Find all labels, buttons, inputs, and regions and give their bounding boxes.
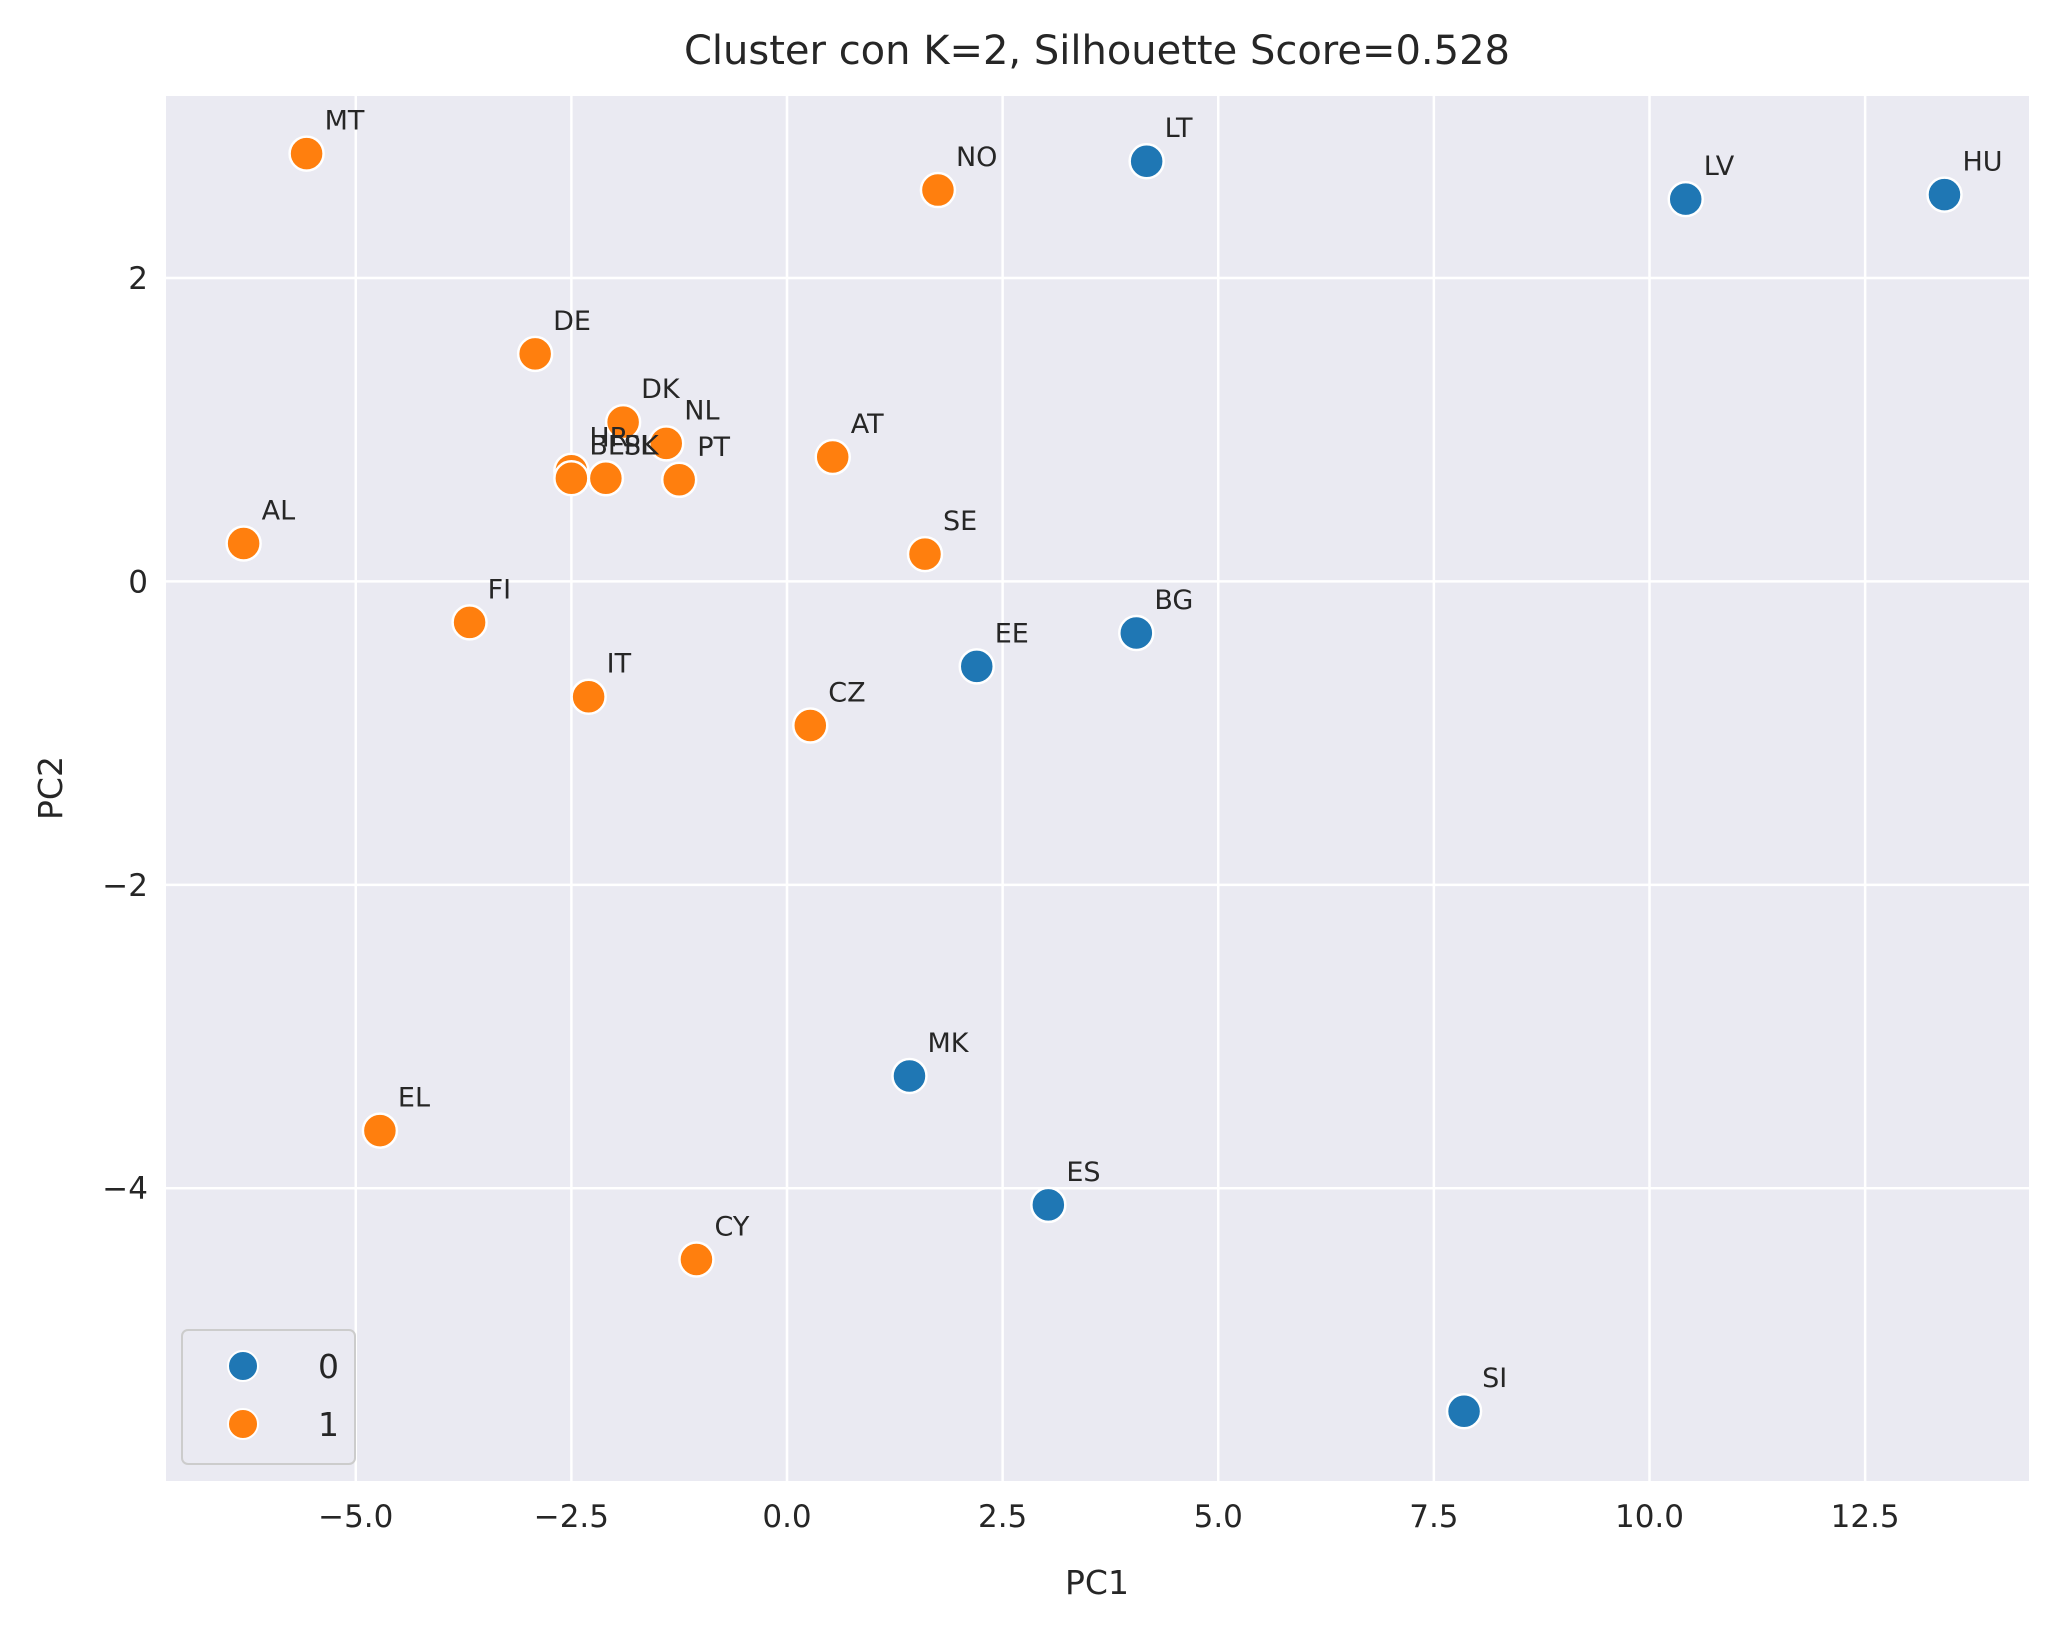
chart-title: Cluster con K=2, Silhouette Score=0.528: [684, 28, 1510, 74]
data-point-hu: [1926, 176, 1963, 213]
data-point-pl: [587, 460, 625, 497]
data-point-fi: [451, 604, 488, 641]
x-tick-label: −5.0: [318, 1499, 393, 1535]
legend: 0 1: [181, 1329, 356, 1465]
plot-area: [166, 96, 2029, 1481]
data-point-lv: [1667, 180, 1704, 218]
data-points: [225, 135, 1963, 1430]
x-tick-label: 5.0: [1194, 1499, 1243, 1535]
y-tick-labels: 2 0 −2 −4: [102, 261, 148, 1207]
data-point-pt: [660, 461, 698, 499]
point-label-el: EL: [398, 1083, 430, 1114]
data-point-lt: [1128, 142, 1165, 180]
grid-lines: [166, 96, 2029, 1481]
point-label-fi: FI: [488, 574, 512, 605]
point-label-it: IT: [607, 649, 632, 680]
point-label-mk: MK: [927, 1028, 969, 1059]
legend-marker-1: [227, 1408, 259, 1440]
data-point-it: [570, 678, 607, 715]
point-label-hr: HR: [589, 423, 628, 454]
point-label-bg: BG: [1154, 585, 1193, 616]
x-tick-label: −2.5: [534, 1499, 609, 1535]
legend-marker-0: [227, 1350, 259, 1382]
point-label-hu: HU: [1962, 147, 2002, 178]
x-tick-label: 2.5: [978, 1499, 1027, 1535]
data-point-dk: [604, 403, 642, 441]
data-point-de: [516, 335, 554, 373]
data-point-si: [1445, 1392, 1483, 1430]
x-axis-label: PC1: [1065, 1563, 1129, 1602]
data-point-al: [225, 525, 262, 562]
data-point-mt: [288, 135, 325, 172]
data-point-es: [1030, 1186, 1067, 1224]
point-label-al: AL: [262, 496, 296, 527]
point-label-be: BE: [589, 430, 625, 461]
data-point-at: [814, 438, 851, 476]
y-axis-label: PC2: [31, 756, 70, 820]
data-point-el: [361, 1112, 399, 1149]
point-label-lt: LT: [1165, 113, 1193, 144]
y-tick-label: 0: [128, 564, 148, 600]
x-tick-label: 10.0: [1615, 1499, 1684, 1535]
point-label-cz: CZ: [828, 678, 865, 709]
y-tick-label: −4: [102, 1171, 148, 1207]
point-label-si: SI: [1482, 1363, 1507, 1394]
x-tick-label: 0.0: [762, 1499, 811, 1535]
data-point-se: [906, 535, 944, 573]
point-label-mt: MT: [325, 106, 365, 137]
point-label-ee: EE: [995, 618, 1029, 649]
data-point-be: [553, 460, 590, 497]
point-label-es: ES: [1066, 1157, 1100, 1188]
point-label-pl: PL: [624, 430, 655, 461]
point-label-se: SE: [943, 506, 977, 537]
legend-box: [181, 1329, 356, 1465]
point-label-sk: SK: [624, 430, 660, 461]
data-point-nl: [648, 425, 685, 462]
data-point-no: [919, 171, 957, 209]
x-tick-label: 12.5: [1831, 1499, 1900, 1535]
x-tick-label: 7.5: [1409, 1499, 1458, 1535]
point-label-at: AT: [851, 409, 884, 440]
data-point-mk: [891, 1057, 928, 1095]
point-label-dk: DK: [641, 374, 681, 405]
point-label-cy: CY: [714, 1212, 749, 1243]
legend-entry-0: 0: [318, 1347, 339, 1386]
data-point-cz: [792, 707, 829, 744]
legend-entry-1: 1: [318, 1405, 339, 1444]
x-tick-labels: −5.0 −2.5 0.0 2.5 5.0 7.5 10.0 12.5: [318, 1499, 1900, 1535]
data-point-bg: [1118, 614, 1155, 652]
data-point-cy: [678, 1241, 715, 1278]
point-label-pt: PT: [697, 432, 730, 463]
point-label-nl: NL: [684, 395, 719, 426]
point-label-de: DE: [553, 306, 591, 337]
point-label-no: NO: [956, 142, 997, 173]
data-point-ee: [958, 648, 995, 685]
y-tick-label: −2: [102, 868, 148, 904]
point-label-lv: LV: [1704, 151, 1735, 182]
y-tick-label: 2: [128, 261, 148, 297]
